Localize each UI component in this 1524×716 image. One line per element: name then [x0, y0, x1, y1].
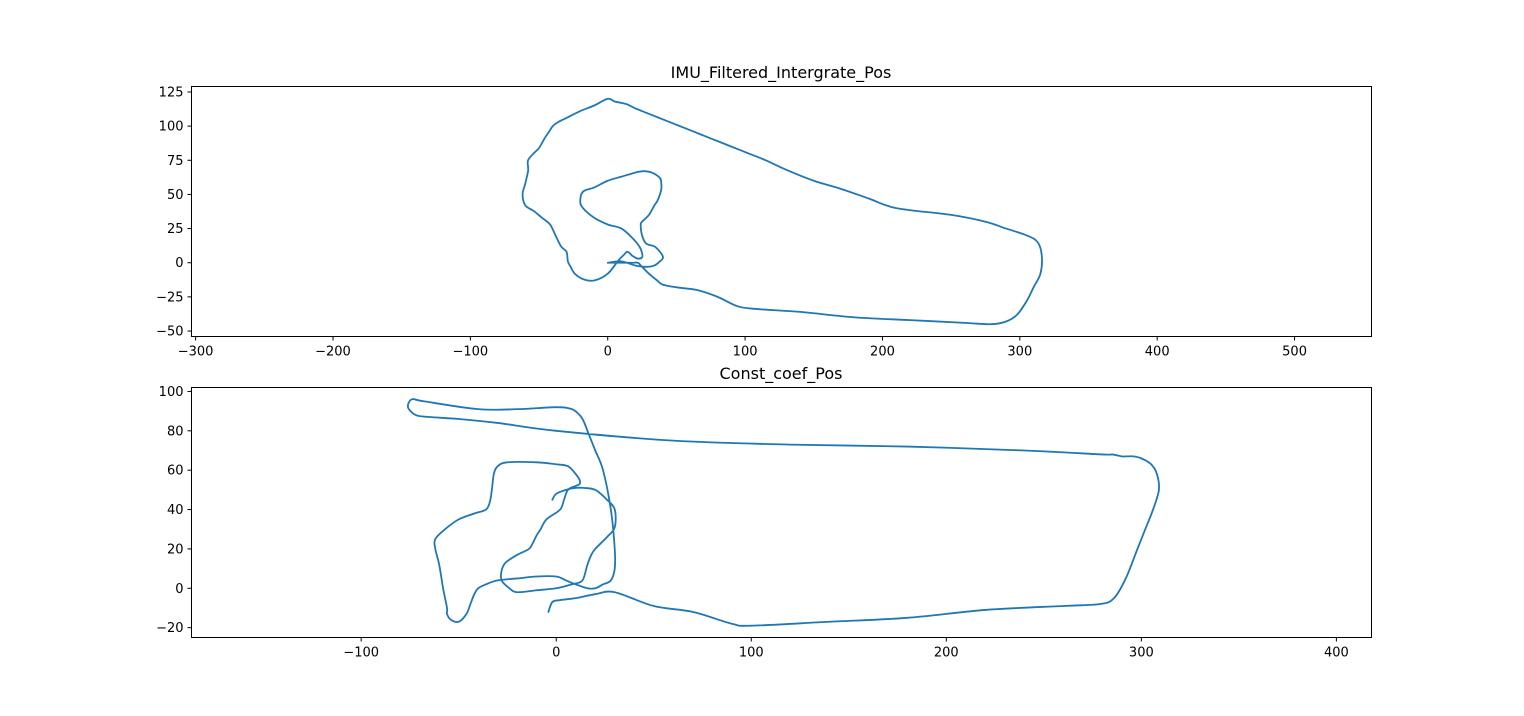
x-tick-label-imu-filtered: 500 — [1282, 345, 1307, 360]
y-tick-label-const-coef: 40 — [167, 503, 184, 518]
chart-title-const-coef: Const_coef_Pos — [720, 364, 843, 384]
trajectory-line-const-coef — [406, 398, 1160, 627]
x-tick-label-imu-filtered: 0 — [604, 345, 612, 360]
y-tick-label-const-coef: 0 — [175, 582, 183, 597]
x-tick-label-const-coef: 0 — [552, 646, 560, 661]
y-tick-label-const-coef: −20 — [156, 621, 183, 636]
x-tick-label-imu-filtered: 400 — [1145, 345, 1170, 360]
y-tick-label-const-coef: 80 — [167, 424, 184, 439]
x-tick-label-imu-filtered: 100 — [733, 345, 758, 360]
y-tick-label-imu-filtered: 50 — [167, 188, 184, 203]
y-tick-label-imu-filtered: 75 — [167, 154, 184, 169]
x-tick-label-const-coef: −100 — [343, 646, 379, 661]
x-tick-label-imu-filtered: −200 — [315, 345, 351, 360]
y-tick-label-const-coef: 20 — [167, 542, 184, 557]
x-tick-label-imu-filtered: 300 — [1007, 345, 1032, 360]
chart-title-imu-filtered: IMU_Filtered_Intergrate_Pos — [671, 63, 892, 83]
y-tick-label-const-coef: 100 — [159, 385, 184, 400]
const-coef-pos-chart: Const_coef_Pos −100 0 100 200 300 400 −20 0 20 40… — [156, 364, 1372, 661]
plot-area-const-coef: −100 0 100 200 300 400 −20 0 20 40 60 80 100 — [156, 385, 1349, 661]
x-tick-label-const-coef: 400 — [1324, 646, 1349, 661]
imu-filtered-pos-chart: IMU_Filtered_Intergrate_Pos −300 −200 −100… — [156, 63, 1372, 360]
x-tick-label-imu-filtered: −100 — [452, 345, 488, 360]
x-tick-label-const-coef: 100 — [739, 646, 764, 661]
x-tick-label-const-coef: 300 — [1129, 646, 1154, 661]
axes-frame-const-coef — [191, 387, 1372, 638]
y-tick-label-imu-filtered: −50 — [156, 325, 183, 340]
x-tick-label-imu-filtered: −300 — [178, 345, 214, 360]
plot-area-imu-filtered: −300 −200 −100 0 100 200 300 400 500 −50 −25 0 25 50 7… — [156, 85, 1307, 359]
axes-frame-imu-filtered — [191, 86, 1372, 337]
y-tick-label-imu-filtered: 100 — [159, 120, 184, 135]
x-tick-label-const-coef: 200 — [934, 646, 959, 661]
trajectory-line-imu-filtered — [521, 97, 1043, 326]
y-tick-label-const-coef: 60 — [167, 464, 184, 479]
y-tick-label-imu-filtered: 125 — [159, 85, 184, 100]
y-tick-label-imu-filtered: 25 — [167, 222, 184, 237]
x-tick-label-imu-filtered: 200 — [870, 345, 895, 360]
y-tick-label-imu-filtered: 0 — [175, 256, 183, 271]
y-tick-label-imu-filtered: −25 — [156, 290, 183, 305]
